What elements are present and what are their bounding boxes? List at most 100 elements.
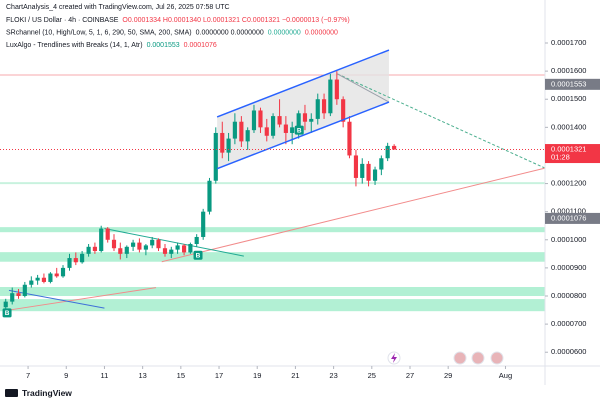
legend-line: FLOKI / US Dollar · 4h · COINBASE O0.0001… [6,17,350,24]
candle-body [360,163,365,178]
x-tick-label: 21 [291,371,299,380]
axes: 0.0000600 0.0000700 0.0000800 0.0000900 0.00… [26,38,600,380]
trendline [8,287,157,311]
candle-body [309,118,314,122]
y-tick-label: 0.0000800 [551,291,586,300]
event-icon [490,351,504,365]
sr-zone [0,287,545,297]
candle-body [201,211,206,237]
channel-fill [217,50,389,169]
annotations: B B B [0,49,545,318]
y-tick-label: 0.0001200 [551,179,586,188]
y-tick-label: 0.0001400 [551,122,586,131]
legend-item: O0.0001334 H0.0001340 L0.0001321 C0.0001… [122,17,349,24]
x-tick-label: 25 [368,371,376,380]
candle-body [194,236,199,244]
sr-zone [0,299,545,312]
candle-body [124,246,129,254]
price-label-box [545,144,600,164]
x-tick-label: 13 [138,371,146,380]
y-tick-label: 0.0001700 [551,38,586,47]
candle-body [226,138,231,153]
candle-body [245,130,250,142]
x-tick-label: 11 [101,371,109,380]
sr-zone [0,182,545,185]
x-tick-label: 9 [64,371,68,380]
x-tick-label: 7 [26,371,30,380]
y-tick-label: 0.0001000 [551,235,586,244]
candle-body [111,239,117,249]
candle-body [118,248,123,254]
candle-body [175,245,180,250]
candle-body [73,258,78,263]
candle-body [10,293,15,302]
candle-body [86,246,91,254]
candle-body [150,239,155,246]
brand-logo [5,389,18,397]
candle-body [353,155,359,178]
legend-item: SRchannel (10, High/Low, 5, 1, 6, 290, 5… [6,29,192,36]
candle-body [392,145,397,150]
candle-body [213,132,218,181]
candle-body [258,110,263,128]
y-tick-label: 0.0001100 [551,207,586,216]
y-tick-label: 0.0001500 [551,94,586,103]
event-icon [471,351,485,365]
candle-body [54,273,59,277]
legend-line: LuxAlgo - Trendlines with Breaks (14, 1,… [6,42,217,49]
trendline [337,73,546,169]
price-label-box [545,78,600,90]
trendline [337,73,390,103]
price-label: 0.0001321 [551,145,586,154]
candle-body [22,284,27,297]
x-tick-label: 19 [253,371,261,380]
candle-body [372,169,378,181]
legend-item: LuxAlgo - Trendlines with Breaks (14, 1,… [6,42,143,49]
channel-line [216,49,390,118]
event-icon [453,351,467,365]
candle-body [137,242,142,250]
sr-zone [0,227,545,233]
legend-item: 0.0000000 [268,29,301,36]
y-tick-label: 0.0000600 [551,347,586,356]
candle-body [156,239,161,249]
candle-body [131,242,136,247]
legend-item: 0.0001076 [184,42,217,49]
x-tick-label: 17 [215,371,223,380]
x-tick-label: 29 [444,371,452,380]
sr-zone [0,252,545,262]
watermark: ChartAnalysis_4 created with TradingView… [6,4,230,11]
legend-line: SRchannel (10, High/Low, 5, 1, 6, 290, 5… [6,29,338,36]
x-tick-label: 15 [177,371,185,380]
price-label: 0.0001553 [551,79,586,88]
legend-item: 0.0000000 0.0000000 [196,29,264,36]
legend-item: FLOKI / US Dollar · 4h · COINBASE [6,17,119,24]
candle-body [92,246,97,252]
candle-body [105,228,110,240]
break-marker-label: B [297,127,302,134]
candle-body [67,258,72,268]
y-tick-label: 0.0000700 [551,319,586,328]
candle-body [379,158,384,170]
candle-body [162,248,168,254]
candles [3,71,397,315]
candle-body [321,99,327,114]
candle-body [296,113,301,128]
break-marker-label: B [5,310,10,317]
break-marker-label: B [196,252,201,259]
break-marker [294,125,304,135]
candle-body [169,249,174,254]
candle-body [328,79,333,114]
candle-body [188,244,193,253]
x-tick-label: 23 [329,371,337,380]
candle-body [277,116,282,125]
y-tick-label: 0.0001600 [551,66,586,75]
candle-body [29,280,34,285]
candle-body [220,132,225,153]
trendline [161,167,546,263]
x-tick-label: Aug [499,371,512,380]
break-marker [2,308,12,318]
candle-body [302,113,308,122]
